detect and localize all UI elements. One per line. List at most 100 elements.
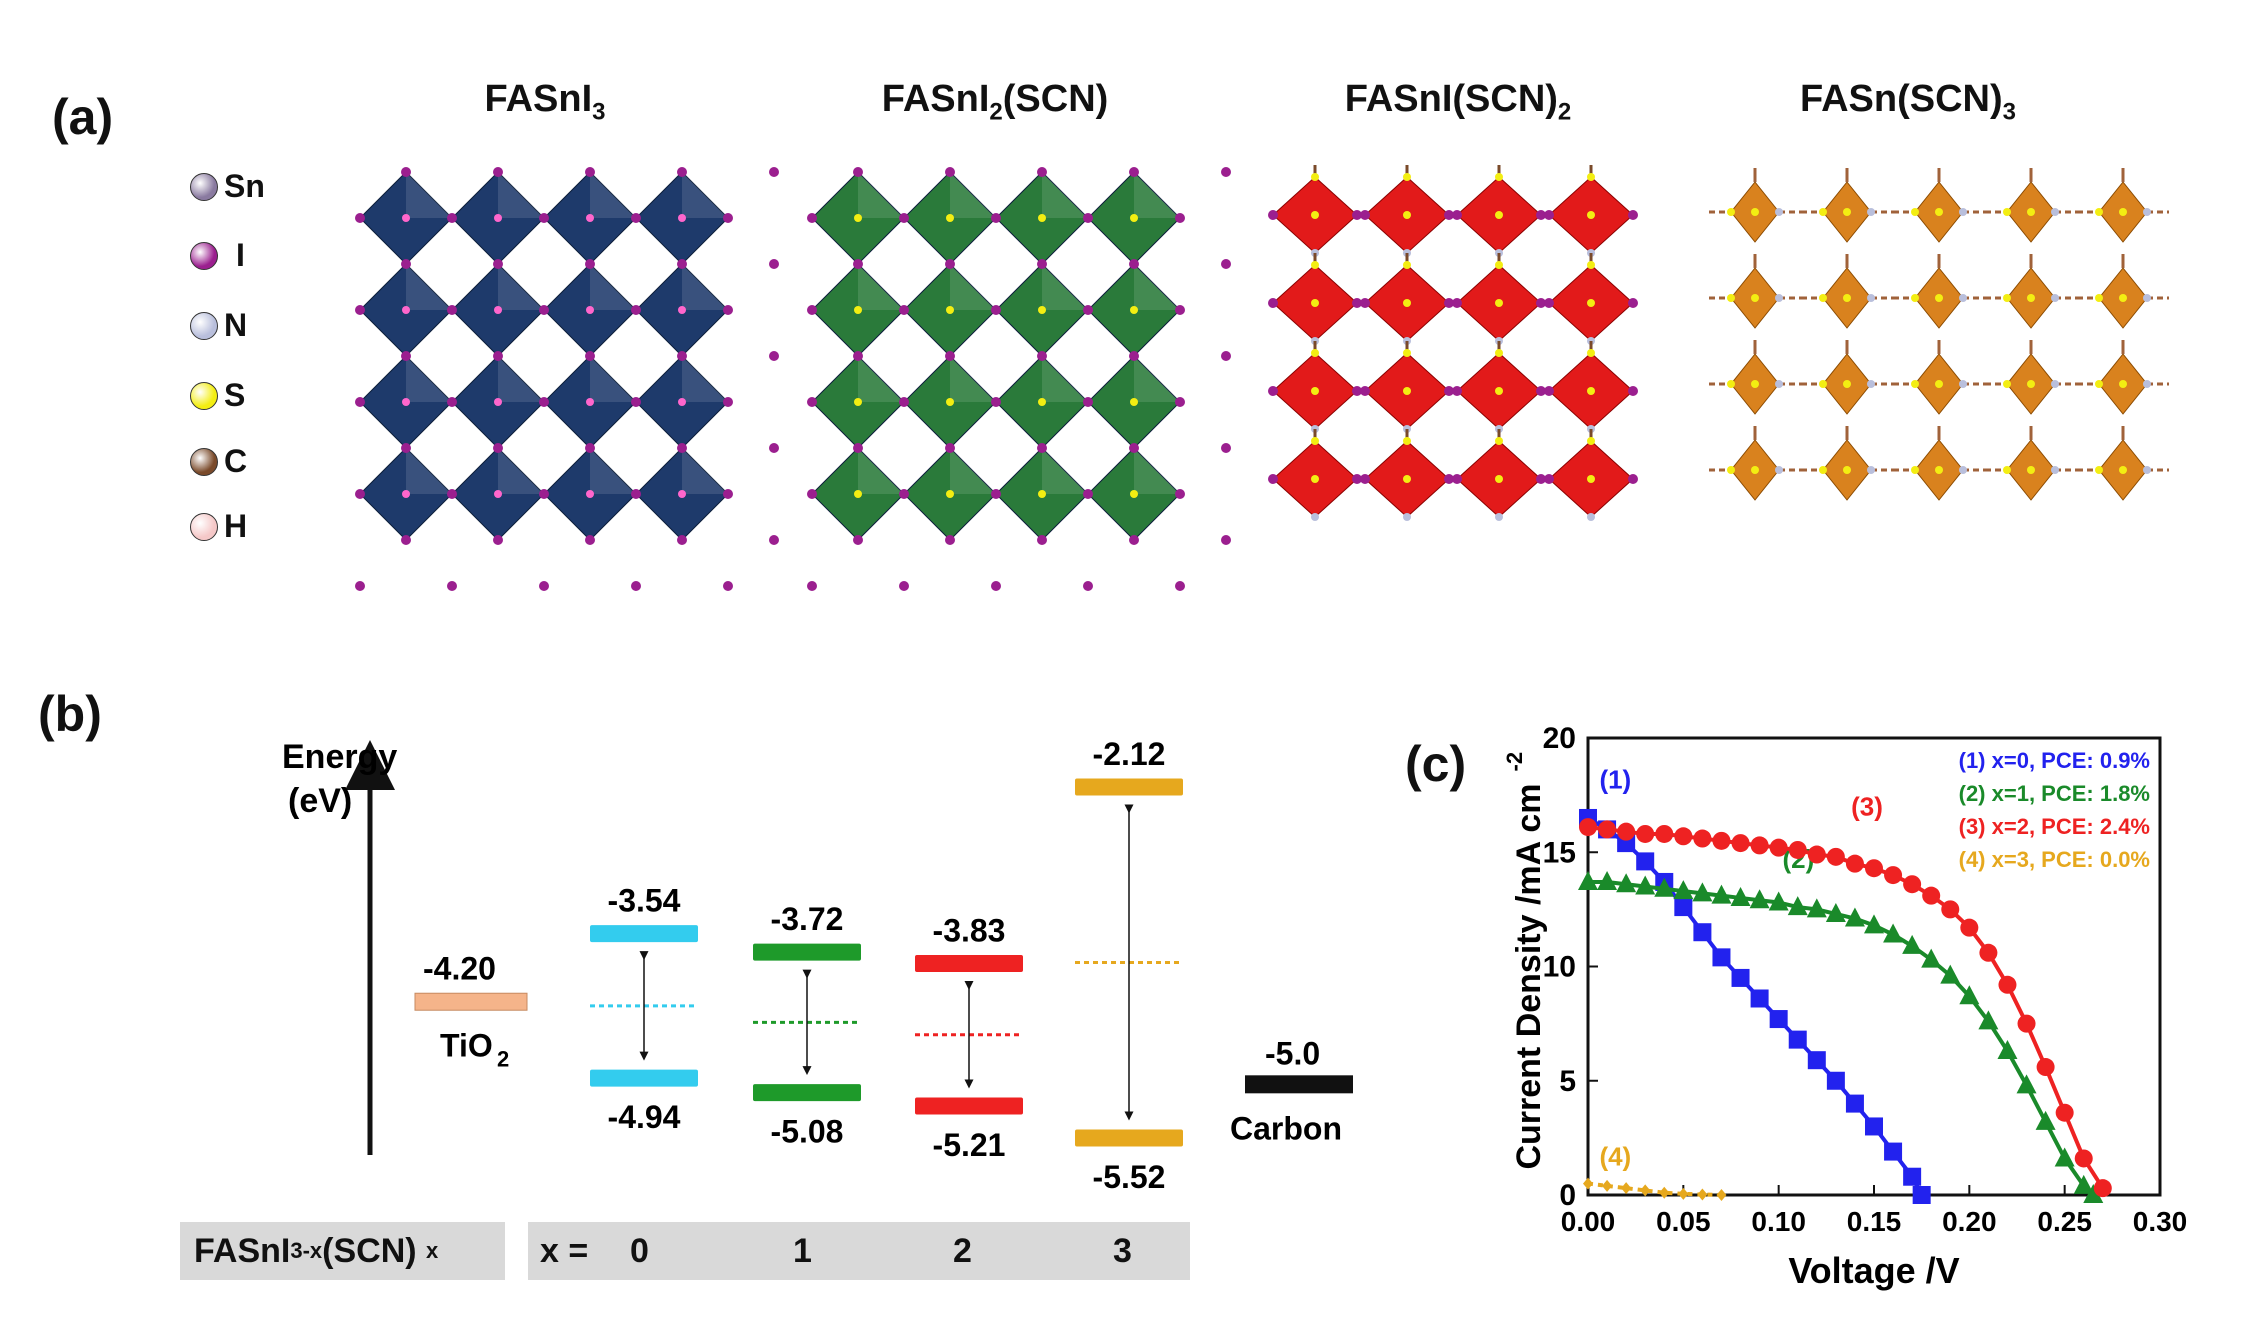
point-s3 <box>1655 824 1674 843</box>
point-s4 <box>1640 1184 1651 1197</box>
point-s2 <box>1692 882 1713 902</box>
formula-row-label: FASnI 3-x (SCN) x <box>180 1222 505 1280</box>
point-s2 <box>1883 923 1904 943</box>
atom-legend-n: N <box>190 307 247 344</box>
point-s1 <box>1903 1167 1922 1186</box>
n-atom-icon <box>190 311 218 340</box>
point-s1 <box>1788 1030 1807 1049</box>
point-s2 <box>1673 880 1694 900</box>
point-s3 <box>1579 818 1597 837</box>
point-s3 <box>1979 943 1998 962</box>
structure-title-2: FASnI2(SCN) <box>881 78 1109 126</box>
x-tick-label: 0.25 <box>2037 1206 2092 1237</box>
atom-legend-sn: Sn <box>190 168 265 205</box>
point-s4 <box>1716 1189 1727 1201</box>
point-s3 <box>2017 1014 2036 1033</box>
point-s2 <box>1578 870 1598 890</box>
point-s4 <box>1697 1188 1708 1201</box>
atom-legend-s: S <box>190 377 245 414</box>
point-s2 <box>1921 948 1942 968</box>
structure-title-3: FASnI(SCN)2 <box>1344 78 1572 126</box>
x-equals-label: x = <box>540 1231 589 1270</box>
point-s2 <box>1806 898 1827 918</box>
point-s4 <box>1659 1186 1670 1199</box>
point-s1 <box>1750 989 1769 1008</box>
point-s4 <box>1678 1187 1689 1200</box>
y-tick-label: 10 <box>1543 951 1576 984</box>
point-s3 <box>2055 1103 2074 1122</box>
point-s3 <box>1769 838 1788 857</box>
point-s2 <box>2073 1174 2094 1194</box>
point-s3 <box>2093 1179 2112 1198</box>
series-tag-4: (4) <box>1599 1141 1631 1171</box>
point-s1 <box>1636 852 1655 871</box>
point-s3 <box>1826 847 1845 866</box>
point-s3 <box>1788 840 1807 859</box>
y-tick-label: 0 <box>1559 1179 1576 1212</box>
point-s2 <box>1844 907 1865 927</box>
point-s3 <box>1845 854 1864 873</box>
point-s2 <box>2083 1184 2104 1203</box>
atom-legend-i: I <box>190 237 245 274</box>
point-s2 <box>1635 875 1656 895</box>
x-value-2: 2 <box>953 1231 972 1270</box>
point-s4 <box>1621 1182 1632 1195</box>
series-tag-1: (1) <box>1599 764 1631 794</box>
point-s3 <box>1998 975 2017 994</box>
series-line-3 <box>1587 825 2105 1190</box>
i-atom-icon <box>190 241 218 270</box>
y-axis-label: Current Density /mA cm <box>1510 783 1548 1169</box>
point-s3 <box>1960 918 1979 937</box>
point-s3 <box>1807 845 1826 864</box>
y-tick-label: 5 <box>1559 1065 1576 1098</box>
point-s1 <box>1884 1142 1903 1161</box>
x-tick-label: 0.15 <box>1847 1206 1902 1237</box>
point-s1 <box>1674 898 1693 917</box>
panel-label-c: (c) <box>1405 736 1467 792</box>
s-atom-icon <box>190 381 218 410</box>
legend-entry-1: (1) x=0, PCE: 0.9% <box>1959 748 2150 773</box>
y-axis-label-superscript: -2 <box>1502 752 1527 772</box>
legend-entry-3: (3) x=2, PCE: 2.4% <box>1959 814 2150 839</box>
panel-label-a: (a) <box>52 89 114 145</box>
point-s3 <box>1636 824 1655 843</box>
x-tick-label: 0.20 <box>1942 1206 1997 1237</box>
sn-atom-icon <box>190 172 218 201</box>
point-s3 <box>1903 875 1922 894</box>
point-s1 <box>1912 1186 1931 1204</box>
point-s2 <box>1959 985 1980 1005</box>
point-s3 <box>1922 886 1941 905</box>
y-tick-label: 20 <box>1543 722 1576 755</box>
point-s1 <box>1807 1051 1826 1070</box>
c-atom-icon <box>190 447 218 476</box>
series-line-2 <box>1588 879 2095 1197</box>
point-s3 <box>1617 822 1636 841</box>
x-tick-label: 0.00 <box>1561 1206 1616 1237</box>
panel-label-b: (b) <box>38 686 102 742</box>
point-s1 <box>1712 948 1731 967</box>
point-s2 <box>1825 902 1846 922</box>
point-s2 <box>1597 870 1618 890</box>
x-axis-label: Voltage /V <box>1788 1250 1959 1291</box>
h-atom-icon <box>190 512 218 541</box>
point-s3 <box>1598 820 1617 839</box>
structure-title-1: FASnI3 <box>484 78 606 126</box>
point-s2 <box>1864 914 1884 934</box>
point-s1 <box>1826 1071 1845 1090</box>
atom-legend-h: H <box>190 508 247 545</box>
point-s3 <box>1941 900 1960 919</box>
point-s2 <box>2054 1147 2075 1167</box>
structure-title-4: FASn(SCN)3 <box>1799 78 2016 126</box>
point-s3 <box>1731 834 1750 853</box>
point-s1 <box>1845 1094 1864 1113</box>
x-value-3: 3 <box>1113 1231 1132 1270</box>
point-s3 <box>2074 1149 2093 1168</box>
point-s1 <box>1731 968 1750 987</box>
x-value-row: x = 0 1 2 3 <box>528 1222 1190 1280</box>
point-s2 <box>1902 934 1923 954</box>
atom-legend-c: C <box>190 443 247 480</box>
point-s1 <box>1865 1117 1883 1136</box>
point-s4 <box>1583 1177 1593 1190</box>
point-s2 <box>1768 891 1789 911</box>
